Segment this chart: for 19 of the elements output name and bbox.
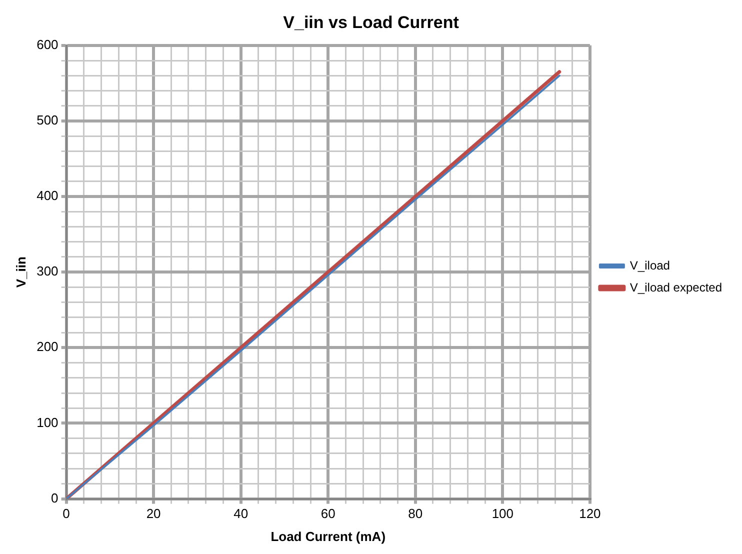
y-tick-label: 600 (36, 36, 58, 52)
x-axis-title: Load Current (mA) (270, 528, 386, 544)
x-tick-label: 40 (234, 506, 248, 522)
x-tick-label: 0 (62, 506, 70, 522)
x-tick-label: 100 (492, 506, 514, 522)
legend-label: V_iload expected (630, 280, 722, 294)
x-tick-label: 120 (579, 506, 601, 522)
y-tick-label: 300 (36, 264, 58, 279)
x-tick-label: 60 (320, 506, 336, 522)
y-tick-label: 0 (51, 490, 58, 506)
y-tick-label: 400 (36, 188, 58, 204)
x-tick-label: 20 (146, 506, 161, 522)
y-axis-title: V_iin (13, 256, 28, 288)
legend-label: V_iload (630, 258, 670, 272)
y-tick-label: 200 (36, 339, 58, 354)
chart-title: V_iin vs Load Current (283, 12, 460, 32)
x-tick-label: 80 (408, 506, 423, 522)
y-tick-label: 100 (36, 414, 58, 430)
y-tick-label: 500 (36, 112, 58, 128)
